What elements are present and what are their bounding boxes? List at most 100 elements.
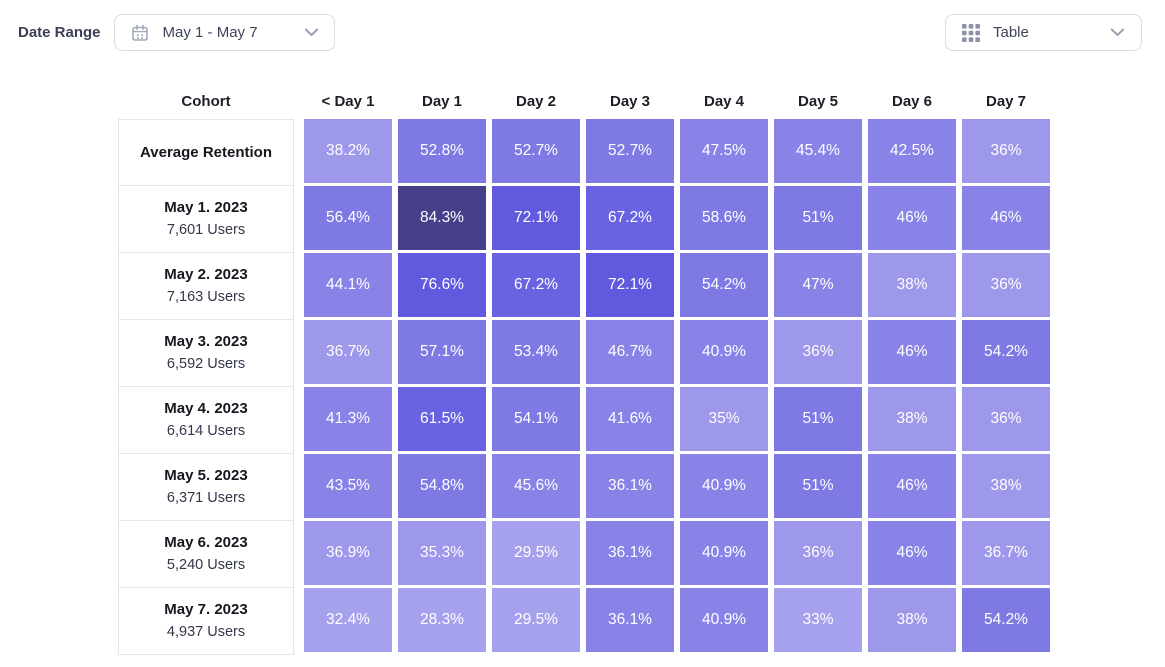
retention-cell: 54.2% bbox=[962, 320, 1050, 384]
retention-cell-wrap: 54.2% bbox=[680, 253, 774, 320]
column-header-day-7: Day 7 bbox=[985, 93, 1027, 110]
retention-cell-wrap: 51% bbox=[774, 186, 868, 253]
retention-cell-wrap: 36% bbox=[962, 253, 1056, 320]
retention-cell-wrap: 61.5% bbox=[398, 387, 492, 454]
retention-cell-wrap: 67.2% bbox=[586, 186, 680, 253]
view-selector-dropdown[interactable]: Table bbox=[945, 14, 1142, 51]
retention-cell-wrap: 29.5% bbox=[492, 521, 586, 588]
retention-cell-wrap: 53.4% bbox=[492, 320, 586, 387]
retention-cell-wrap: 42.5% bbox=[868, 119, 962, 186]
retention-cell-wrap: 38% bbox=[868, 588, 962, 655]
date-range-value: May 1 - May 7 bbox=[162, 24, 258, 41]
retention-cell: 36% bbox=[774, 320, 862, 384]
retention-cell: 54.2% bbox=[680, 253, 768, 317]
retention-cell: 29.5% bbox=[492, 588, 580, 652]
retention-cell-wrap: 35% bbox=[680, 387, 774, 454]
retention-cell-wrap: 38% bbox=[868, 253, 962, 320]
retention-cell: 43.5% bbox=[304, 454, 392, 518]
cohort-users-count: 5,240 Users bbox=[166, 557, 246, 574]
cohort-cell: May 2. 2023 7,163 Users bbox=[118, 253, 304, 320]
column-header-cohort: Cohort bbox=[181, 93, 231, 110]
retention-cell-wrap: 54.1% bbox=[492, 387, 586, 454]
cohort-users-count: 6,614 Users bbox=[166, 423, 246, 440]
retention-cell-wrap: 36.9% bbox=[304, 521, 398, 588]
chevron-down-icon bbox=[1110, 28, 1125, 37]
retention-cell-wrap: 40.9% bbox=[680, 320, 774, 387]
cohort-cell: May 7. 2023 4,937 Users bbox=[118, 588, 304, 655]
retention-cell: 51% bbox=[774, 454, 862, 518]
retention-cell: 53.4% bbox=[492, 320, 580, 384]
retention-cell-wrap: 47% bbox=[774, 253, 868, 320]
retention-cell: 40.9% bbox=[680, 454, 768, 518]
retention-cell: 54.1% bbox=[492, 387, 580, 451]
retention-cell: 35.3% bbox=[398, 521, 486, 585]
table-header-row: Cohort < Day 1 Day 1 Day 2 Day 3 Day 4 Day 5 Da… bbox=[118, 84, 1056, 119]
retention-cell: 38% bbox=[868, 387, 956, 451]
retention-cell-wrap: 29.5% bbox=[492, 588, 586, 655]
retention-cell: 51% bbox=[774, 387, 862, 451]
retention-cell-wrap: 35.3% bbox=[398, 521, 492, 588]
column-header-day-1: Day 1 bbox=[421, 93, 463, 110]
retention-cell: 33% bbox=[774, 588, 862, 652]
cohort-label: May 7. 2023 bbox=[164, 601, 248, 619]
retention-cell-wrap: 46.7% bbox=[586, 320, 680, 387]
retention-cell-wrap: 46% bbox=[868, 186, 962, 253]
retention-cell: 76.6% bbox=[398, 253, 486, 317]
cohort-label: May 2. 2023 bbox=[164, 266, 248, 284]
retention-cell: 29.5% bbox=[492, 521, 580, 585]
retention-cell: 52.8% bbox=[398, 119, 486, 183]
cohort-users-count: 6,371 Users bbox=[166, 490, 246, 507]
retention-cell-wrap: 54.2% bbox=[962, 320, 1056, 387]
retention-cell-wrap: 38% bbox=[962, 454, 1056, 521]
retention-cell: 36% bbox=[962, 119, 1050, 183]
cohort-label: Average Retention bbox=[140, 143, 272, 161]
retention-cell-wrap: 57.1% bbox=[398, 320, 492, 387]
retention-cell: 52.7% bbox=[586, 119, 674, 183]
cohort-cell: May 3. 2023 6,592 Users bbox=[118, 320, 304, 387]
column-header-day-0: < Day 1 bbox=[321, 93, 375, 110]
retention-cell-wrap: 47.5% bbox=[680, 119, 774, 186]
retention-cell-wrap: 45.6% bbox=[492, 454, 586, 521]
retention-cell-wrap: 40.9% bbox=[680, 454, 774, 521]
retention-cell: 28.3% bbox=[398, 588, 486, 652]
retention-cell: 36.1% bbox=[586, 521, 674, 585]
retention-cell: 58.6% bbox=[680, 186, 768, 250]
retention-cell-wrap: 51% bbox=[774, 387, 868, 454]
retention-cell: 40.9% bbox=[680, 320, 768, 384]
cohort-cell: May 4. 2023 6,614 Users bbox=[118, 387, 304, 454]
cohort-users-count: 7,601 Users bbox=[166, 222, 246, 239]
retention-cell-wrap: 84.3% bbox=[398, 186, 492, 253]
retention-cell-wrap: 52.7% bbox=[492, 119, 586, 186]
retention-cell-wrap: 36.7% bbox=[962, 521, 1056, 588]
retention-cell-wrap: 67.2% bbox=[492, 253, 586, 320]
retention-cell-wrap: 56.4% bbox=[304, 186, 398, 253]
retention-cell-wrap: 72.1% bbox=[492, 186, 586, 253]
retention-cell: 36.7% bbox=[962, 521, 1050, 585]
retention-cell: 35% bbox=[680, 387, 768, 451]
retention-cell-wrap: 44.1% bbox=[304, 253, 398, 320]
toolbar: Date Range May 1 - May 7 bbox=[0, 0, 1165, 51]
date-range-label: Date Range bbox=[18, 24, 101, 41]
retention-cell-wrap: 52.8% bbox=[398, 119, 492, 186]
column-header-day-3: Day 3 bbox=[609, 93, 651, 110]
retention-cell-wrap: 51% bbox=[774, 454, 868, 521]
retention-cell-wrap: 32.4% bbox=[304, 588, 398, 655]
chevron-down-icon bbox=[304, 28, 319, 37]
retention-cell: 38% bbox=[868, 253, 956, 317]
retention-cell: 36% bbox=[774, 521, 862, 585]
retention-cell-wrap: 46% bbox=[868, 521, 962, 588]
retention-cell: 51% bbox=[774, 186, 862, 250]
retention-cell: 46% bbox=[868, 320, 956, 384]
cohort-label: May 6. 2023 bbox=[164, 534, 248, 552]
retention-cell-wrap: 46% bbox=[868, 320, 962, 387]
retention-cell: 32.4% bbox=[304, 588, 392, 652]
retention-cell-wrap: 36.1% bbox=[586, 454, 680, 521]
retention-cell-wrap: 72.1% bbox=[586, 253, 680, 320]
retention-cell: 46% bbox=[868, 521, 956, 585]
retention-cell: 36% bbox=[962, 253, 1050, 317]
date-range-dropdown[interactable]: May 1 - May 7 bbox=[113, 14, 335, 51]
retention-cell: 44.1% bbox=[304, 253, 392, 317]
calendar-icon bbox=[130, 23, 150, 43]
retention-cell: 56.4% bbox=[304, 186, 392, 250]
retention-cell-wrap: 36% bbox=[962, 119, 1056, 186]
